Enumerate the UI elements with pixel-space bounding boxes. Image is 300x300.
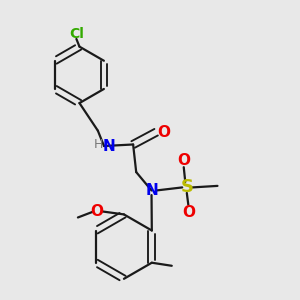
Text: N: N <box>145 183 158 198</box>
Text: O: O <box>90 204 103 219</box>
Text: N: N <box>103 139 115 154</box>
Text: H: H <box>94 138 103 151</box>
Text: O: O <box>182 205 195 220</box>
Text: S: S <box>180 178 193 196</box>
Text: Cl: Cl <box>69 27 84 41</box>
Text: O: O <box>177 153 190 168</box>
Text: O: O <box>157 125 170 140</box>
